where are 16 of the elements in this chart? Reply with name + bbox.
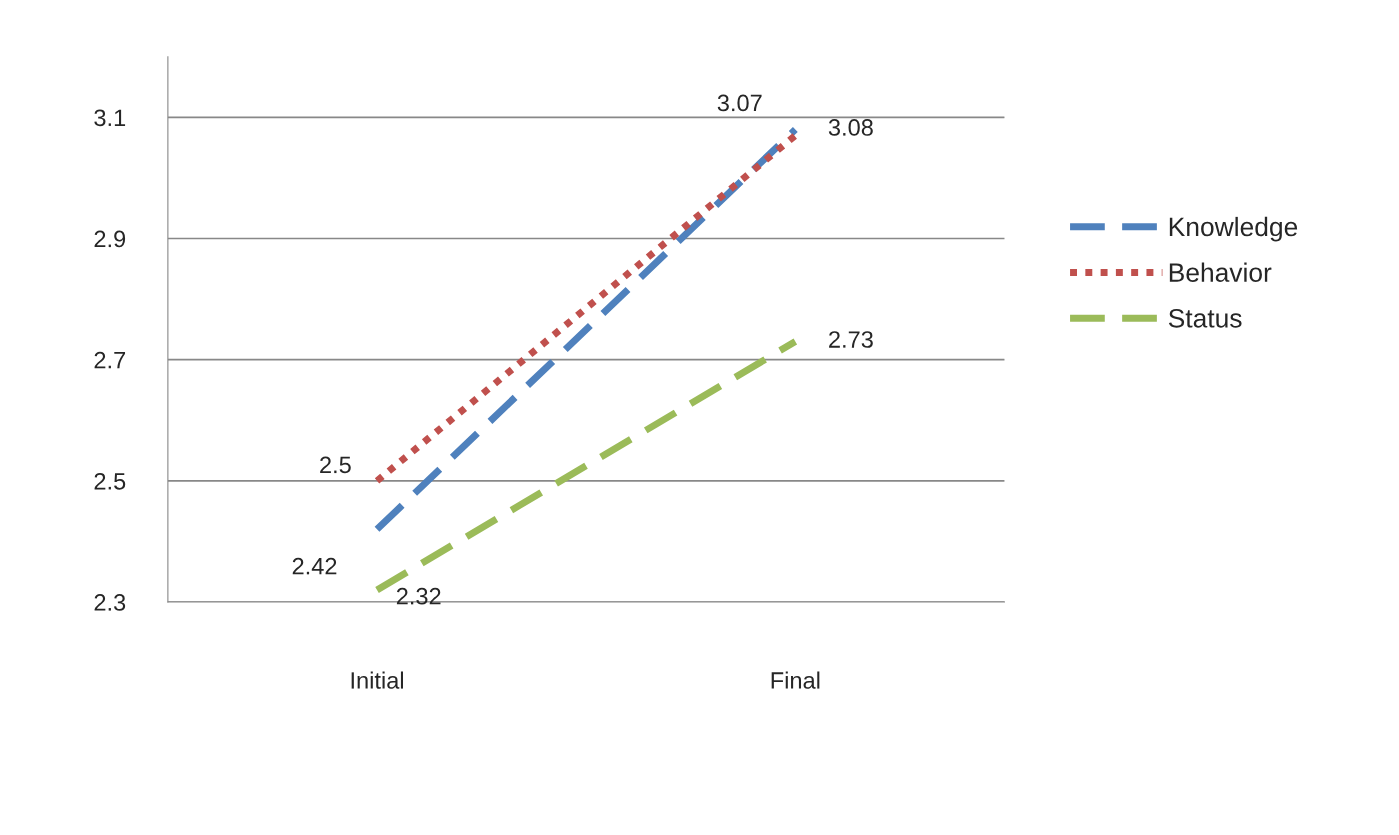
y-tick-label: 2.5 xyxy=(94,472,126,490)
x-tick-label: Initial xyxy=(351,671,404,689)
data-label: 2.42 xyxy=(292,557,337,575)
y-tick-label: 2.7 xyxy=(94,351,126,369)
legend-label: Knowledge xyxy=(1169,216,1298,242)
x-tick-label: Final xyxy=(771,671,820,689)
legend-label: Behavior xyxy=(1169,262,1272,282)
data-label: 2.5 xyxy=(320,456,351,474)
data-label: 2.32 xyxy=(396,587,441,605)
data-label: 3.07 xyxy=(717,94,762,112)
y-tick-label: 3.1 xyxy=(94,109,126,127)
y-tick-label: 2.3 xyxy=(94,594,126,611)
data-label: 3.08 xyxy=(828,119,873,136)
y-tick-label: 2.9 xyxy=(94,230,126,248)
data-label: 2.73 xyxy=(829,331,873,348)
legend-label: Status xyxy=(1168,308,1242,328)
